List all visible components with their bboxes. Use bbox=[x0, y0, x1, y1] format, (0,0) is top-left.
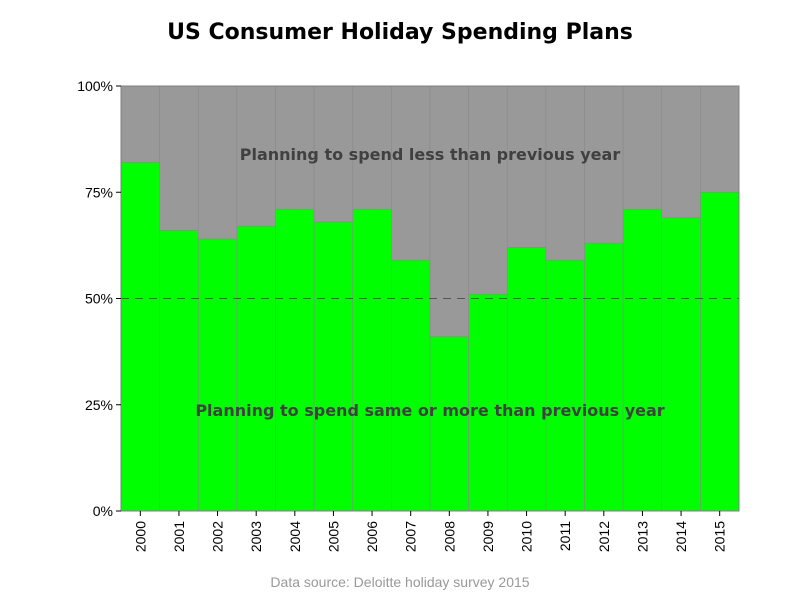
bar-same-or-more-2013 bbox=[622, 208, 663, 512]
bar-same-or-more-2012 bbox=[584, 242, 624, 512]
bar-same-or-more-2010 bbox=[506, 247, 547, 512]
bar-less-2008 bbox=[429, 85, 469, 338]
x-tick-label-2000: 2000 bbox=[132, 521, 148, 552]
x-tick-label-2005: 2005 bbox=[325, 521, 341, 552]
bars-same-or-more bbox=[120, 162, 740, 512]
bar-less-2004 bbox=[275, 85, 315, 210]
bar-less-2013 bbox=[622, 85, 663, 210]
bar-less-2012 bbox=[584, 85, 624, 244]
bar-same-or-more-2014 bbox=[661, 217, 701, 512]
bar-same-or-more-2007 bbox=[391, 259, 431, 512]
y-axis: 0% 25% 50% 75% 100% bbox=[77, 78, 121, 519]
bar-less-2010 bbox=[506, 85, 547, 248]
bar-less-2015 bbox=[700, 85, 740, 193]
x-tick-label-2007: 2007 bbox=[403, 521, 419, 552]
y-tick-label-0: 0% bbox=[93, 503, 113, 519]
x-tick-label-2002: 2002 bbox=[210, 521, 226, 552]
bar-same-or-more-2006 bbox=[352, 208, 392, 512]
bar-same-or-more-2005 bbox=[313, 221, 354, 512]
bar-less-2011 bbox=[545, 85, 585, 261]
x-tick-label-2003: 2003 bbox=[248, 521, 264, 552]
x-tick-label-2011: 2011 bbox=[557, 521, 573, 551]
y-tick-label-2: 50% bbox=[85, 291, 113, 307]
x-tick-label-2006: 2006 bbox=[364, 521, 380, 552]
x-tick-label-2004: 2004 bbox=[287, 521, 303, 552]
data-source-note: Data source: Deloitte holiday survey 201… bbox=[270, 574, 530, 590]
chart-title: US Consumer Holiday Spending Plans bbox=[167, 20, 633, 45]
y-tick-label-1: 25% bbox=[85, 397, 113, 413]
bar-same-or-more-2000 bbox=[120, 162, 160, 512]
annotation-same-or-more: Planning to spend same or more than prev… bbox=[195, 401, 664, 420]
bar-less-2000 bbox=[120, 85, 160, 163]
x-tick-label-2013: 2013 bbox=[634, 521, 650, 552]
bar-less-2005 bbox=[313, 85, 354, 223]
bar-less-2014 bbox=[661, 85, 701, 219]
bar-same-or-more-2015 bbox=[700, 191, 740, 512]
y-tick-label-4: 100% bbox=[77, 78, 113, 94]
x-tick-label-2012: 2012 bbox=[596, 521, 612, 552]
x-tick-label-2009: 2009 bbox=[480, 521, 496, 552]
x-tick-label-2010: 2010 bbox=[519, 521, 535, 552]
y-tick-label-3: 75% bbox=[85, 184, 113, 200]
annotation-less: Planning to spend less than previous yea… bbox=[240, 145, 621, 164]
bar-same-or-more-2001 bbox=[159, 230, 199, 512]
bar-less-2001 bbox=[159, 85, 199, 231]
bar-same-or-more-2002 bbox=[197, 238, 238, 512]
x-tick-label-2008: 2008 bbox=[441, 521, 457, 552]
bar-same-or-more-2008 bbox=[429, 336, 469, 512]
bar-less-2003 bbox=[236, 85, 276, 227]
bar-same-or-more-2009 bbox=[468, 293, 508, 512]
x-tick-label-2014: 2014 bbox=[673, 521, 689, 552]
x-tick-label-2015: 2015 bbox=[712, 521, 728, 552]
bar-same-or-more-2004 bbox=[275, 208, 315, 512]
bar-less-2006 bbox=[352, 85, 392, 210]
bar-less-2002 bbox=[197, 85, 238, 240]
bar-less-2007 bbox=[391, 85, 431, 261]
x-tick-label-2001: 2001 bbox=[171, 521, 187, 552]
bar-less-2009 bbox=[468, 85, 508, 295]
bar-same-or-more-2003 bbox=[236, 225, 276, 512]
bar-same-or-more-2011 bbox=[545, 259, 585, 512]
bars-less bbox=[120, 85, 740, 338]
x-axis: 2000 2001 2002 2003 2004 2005 2006 2007 2008 2009… bbox=[132, 511, 728, 552]
